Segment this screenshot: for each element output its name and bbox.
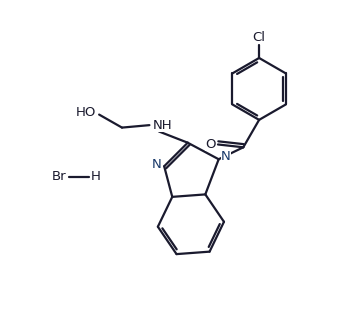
Text: H: H — [91, 170, 100, 183]
Text: N: N — [152, 158, 161, 171]
Text: HO: HO — [76, 106, 96, 119]
Text: NH: NH — [153, 118, 172, 132]
Text: N: N — [221, 150, 231, 163]
Text: Br: Br — [51, 170, 66, 183]
Text: O: O — [205, 138, 216, 151]
Text: Cl: Cl — [253, 31, 266, 44]
